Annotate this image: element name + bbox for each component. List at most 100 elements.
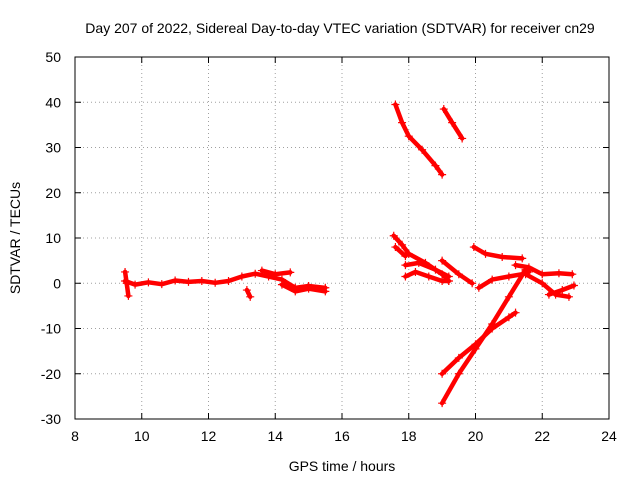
data-point — [564, 292, 573, 301]
data-point — [224, 276, 233, 285]
data-point — [124, 291, 133, 300]
data-point — [391, 100, 400, 109]
data-point — [511, 308, 520, 317]
x-tick-label: 16 — [334, 428, 350, 444]
track-line — [439, 267, 528, 406]
data-point — [246, 292, 255, 301]
data-point — [131, 280, 140, 289]
data-track — [439, 105, 467, 143]
data-point — [468, 279, 477, 288]
data-point — [431, 161, 440, 170]
data-point — [454, 353, 463, 362]
data-point — [569, 281, 578, 290]
data-point — [257, 266, 266, 275]
track-line — [393, 244, 408, 259]
data-point — [518, 254, 527, 263]
data-point — [197, 276, 206, 285]
data-track — [242, 286, 255, 301]
data-point — [438, 276, 447, 285]
x-tick-label: 8 — [71, 428, 79, 444]
track-line — [279, 282, 328, 294]
data-point — [122, 279, 131, 288]
data-point — [184, 277, 193, 286]
data-point — [242, 286, 251, 295]
track-line — [403, 260, 452, 279]
data-point — [424, 272, 433, 281]
data-point — [304, 284, 313, 293]
data-point — [237, 272, 246, 281]
track-line — [393, 102, 445, 177]
data-point — [498, 253, 507, 262]
data-point — [271, 270, 280, 279]
y-tick-label: 10 — [45, 230, 61, 246]
data-point — [286, 268, 295, 277]
data-track — [121, 267, 133, 300]
data-point — [414, 258, 423, 267]
data-point — [398, 118, 407, 127]
data-point — [538, 270, 547, 279]
data-point — [488, 319, 497, 328]
data-point — [448, 118, 457, 127]
data-point — [474, 283, 483, 292]
data-point — [458, 134, 467, 143]
data-point — [401, 261, 410, 270]
x-tick-label: 12 — [201, 428, 217, 444]
data-point — [454, 369, 463, 378]
data-track — [389, 231, 453, 285]
data-point — [157, 280, 166, 289]
data-point — [438, 369, 447, 378]
data-point — [481, 249, 490, 258]
data-point — [404, 132, 413, 141]
data-track — [277, 280, 330, 296]
chart-title: Day 207 of 2022, Sidereal Day-to-day VTE… — [85, 20, 595, 36]
track-line — [523, 271, 572, 300]
data-point — [144, 278, 153, 287]
y-tick-label: -10 — [41, 321, 61, 337]
data-point — [469, 243, 478, 252]
data-track — [391, 100, 447, 179]
data-point — [504, 272, 513, 281]
x-tick-label: 14 — [267, 428, 283, 444]
track-line — [471, 244, 525, 261]
data-point — [431, 265, 440, 274]
data-track — [121, 269, 330, 292]
data-point — [121, 267, 130, 276]
data-point — [389, 231, 398, 240]
data-point — [521, 265, 530, 274]
data-point — [504, 292, 513, 301]
data-point — [568, 270, 577, 279]
data-point — [488, 275, 497, 284]
data-track — [257, 266, 295, 279]
x-tick-label: 20 — [468, 428, 484, 444]
data-track — [511, 261, 577, 279]
x-tick-label: 24 — [601, 428, 617, 444]
y-tick-label: 40 — [45, 94, 61, 110]
data-point — [504, 313, 513, 322]
data-track — [391, 243, 410, 261]
data-point — [401, 272, 410, 281]
grid-layer — [75, 57, 609, 419]
data-track — [401, 267, 453, 285]
data-point — [321, 287, 330, 296]
data-point — [438, 170, 447, 179]
y-axis-label: SDTVAR / TECUs — [7, 182, 23, 294]
x-tick-label: 18 — [401, 428, 417, 444]
data-point — [438, 256, 447, 265]
track-line — [441, 106, 465, 141]
data-point — [277, 280, 286, 289]
data-track — [438, 265, 530, 408]
y-tick-label: 50 — [45, 49, 61, 65]
data-point — [291, 287, 300, 296]
data-track — [544, 281, 578, 299]
data-point — [251, 269, 260, 278]
x-axis-label: GPS time / hours — [289, 458, 396, 474]
data-point — [511, 261, 520, 270]
data-point — [544, 290, 553, 299]
y-tick-label: -30 — [41, 411, 61, 427]
data-point — [538, 279, 547, 288]
track-line — [122, 271, 328, 291]
data-point — [398, 240, 407, 249]
data-point — [171, 276, 180, 285]
y-tick-label: -20 — [41, 366, 61, 382]
y-tick-label: 30 — [45, 140, 61, 156]
